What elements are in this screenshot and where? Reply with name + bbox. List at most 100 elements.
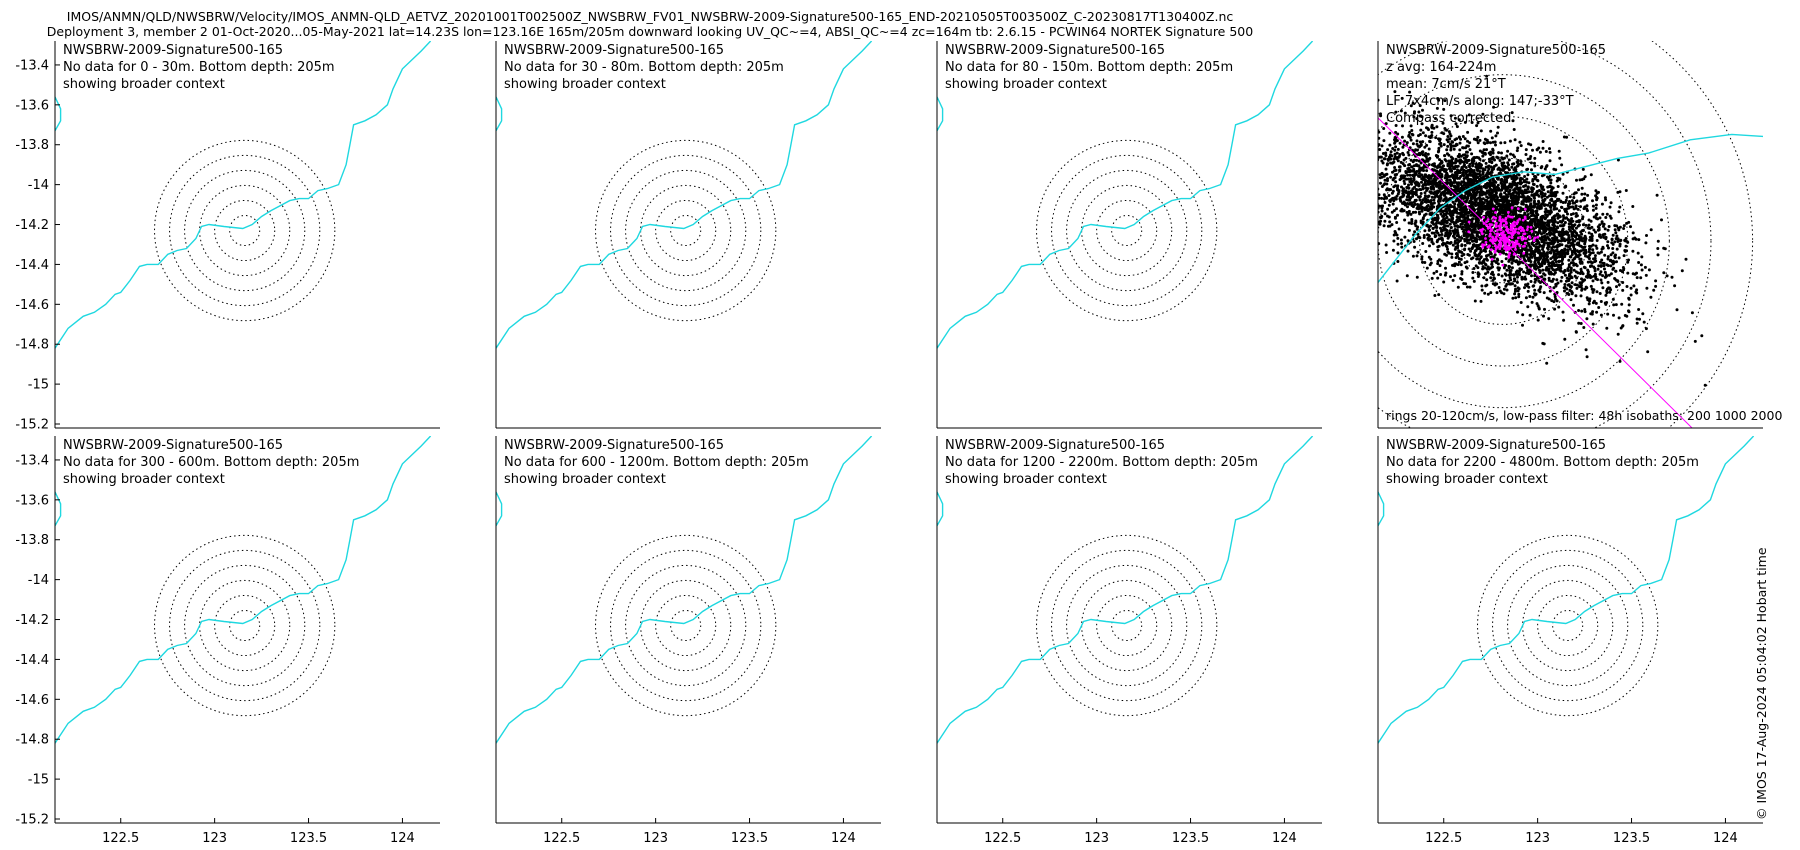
range-ring (1096, 594, 1158, 657)
coastline-line (55, 41, 432, 349)
panel-nodata-label: No data for 2200 - 4800m. Bottom depth: … (1386, 455, 1699, 470)
y-tick-label: -14.8 (15, 338, 49, 353)
y-tick-label: -14.8 (15, 733, 49, 748)
figure-subtitle: Deployment 3, member 2 01-Oct-2020...05-… (46, 24, 1254, 39)
y-tick-label: -14.4 (15, 258, 49, 273)
range-ring (169, 549, 321, 702)
y-tick-label: -13.4 (15, 58, 49, 73)
panel-site-label: NWSBRW-2009-Signature500-165 (504, 43, 724, 58)
y-tick-label: -13.8 (15, 138, 49, 153)
coastline-line (1378, 436, 1755, 744)
range-ring (655, 199, 717, 262)
x-tick-label: 124 (831, 831, 856, 846)
x-tick-label: 122.5 (1425, 831, 1462, 846)
panel-context-label: showing broader context (63, 472, 225, 487)
coastline-stub-line (937, 96, 944, 132)
panel-nodata-label: No data for 1200 - 2200m. Bottom depth: … (945, 455, 1258, 470)
range-ring (1081, 184, 1173, 277)
range-ring (214, 594, 276, 657)
range-ring (1552, 609, 1584, 642)
range-ring (625, 564, 747, 687)
plot-area (496, 41, 873, 349)
range-ring (184, 564, 306, 687)
y-tick-label: -15.2 (15, 813, 49, 828)
y-tick-label: -14 (28, 178, 49, 193)
panel-0-30: NWSBRW-2009-Signature500-165 No data for … (15, 41, 440, 433)
timestamp-footer: © IMOS 17-Aug-2024 05:04:02 Hobart time (1754, 547, 1769, 820)
x-tick-label: 123.5 (1613, 831, 1650, 846)
panel-1200-2200: NWSBRW-2009-Signature500-165 No data for … (936, 436, 1322, 846)
plot-area (55, 436, 432, 744)
range-ring (610, 154, 762, 307)
coastline-stub-line (496, 96, 503, 132)
x-tick-label: 124 (1272, 831, 1297, 846)
range-ring (640, 184, 732, 277)
range-ring (670, 609, 702, 642)
plot-area (1378, 41, 1763, 428)
x-tick-label: 122.5 (984, 831, 1021, 846)
y-tick-label: -14 (28, 573, 49, 588)
panel-nodata-label: No data for 0 - 30m. Bottom depth: 205m (63, 60, 335, 75)
x-tick-label: 124 (390, 831, 415, 846)
y-tick-label: -13.8 (15, 533, 49, 548)
plot-area (937, 41, 1314, 349)
y-tick-label: -14.6 (15, 298, 49, 313)
x-tick-label: 122.5 (543, 831, 580, 846)
speed-ring (1378, 41, 1712, 428)
panel-context-label: showing broader context (504, 472, 666, 487)
panel-site-label: NWSBRW-2009-Signature500-165 (504, 438, 724, 453)
y-tick-label: -13.6 (15, 98, 49, 113)
range-ring (1036, 534, 1218, 717)
figure-title: IMOS/ANMN/QLD/NWSBRW/Velocity/IMOS_ANMN-… (66, 9, 1234, 24)
range-ring (1051, 549, 1203, 702)
range-ring (1066, 564, 1188, 687)
x-tick-label: 123.5 (1172, 831, 1209, 846)
panel-site-label: NWSBRW-2009-Signature500-165 (63, 438, 283, 453)
panel-depth-label: z avg: 164-224m (1386, 60, 1496, 75)
panel-context-label: showing broader context (945, 77, 1107, 92)
range-ring (655, 594, 717, 657)
panel-compass-label: Compass corrected (1386, 111, 1511, 126)
y-tick-label: -14.6 (15, 693, 49, 708)
range-ring (610, 549, 762, 702)
coastline-line (496, 41, 873, 349)
panel-150-300: NWSBRW-2009-Signature500-165 z avg: 164-2… (1377, 41, 1782, 429)
panel-context-label: showing broader context (504, 77, 666, 92)
panel-30-80: NWSBRW-2009-Signature500-165 No data for … (495, 41, 881, 429)
y-tick-label: -14.2 (15, 218, 49, 233)
range-ring (229, 609, 261, 642)
panel-mean-label: mean: 7cm/s 21°T (1386, 77, 1506, 92)
panel-nodata-label: No data for 80 - 150m. Bottom depth: 205… (945, 60, 1233, 75)
plot-area (937, 436, 1314, 744)
range-ring (1066, 169, 1188, 292)
y-tick-label: -15 (28, 773, 49, 788)
coastline-line (55, 436, 432, 744)
range-ring (154, 139, 336, 322)
range-ring (595, 534, 777, 717)
panel-nodata-label: No data for 600 - 1200m. Bottom depth: 2… (504, 455, 809, 470)
panel-site-label: NWSBRW-2009-Signature500-165 (1386, 43, 1606, 58)
panel-2200-4800: NWSBRW-2009-Signature500-165 No data for … (1377, 436, 1763, 846)
y-tick-label: -13.6 (15, 493, 49, 508)
x-tick-label: 124 (1713, 831, 1738, 846)
panel-site-label: NWSBRW-2009-Signature500-165 (945, 438, 1165, 453)
x-tick-label: 123 (643, 831, 668, 846)
range-ring (1477, 534, 1659, 717)
lowpass-velocity-points (1467, 206, 1540, 267)
range-ring (1537, 594, 1599, 657)
panel-context-label: showing broader context (945, 472, 1107, 487)
coastline-stub-line (55, 491, 62, 527)
range-ring (1081, 579, 1173, 672)
range-ring (154, 534, 336, 717)
range-ring (199, 579, 291, 672)
range-ring (229, 214, 261, 247)
speed-ring (1378, 74, 1670, 409)
panel-site-label: NWSBRW-2009-Signature500-165 (63, 43, 283, 58)
y-tick-label: -13.4 (15, 453, 49, 468)
coastline-line (937, 41, 1314, 349)
panel-lf-label: LF 7x4cm/s along: 147;-33°T (1386, 94, 1574, 109)
range-ring (199, 184, 291, 277)
range-ring (595, 139, 777, 322)
range-ring (625, 169, 747, 292)
range-ring (1111, 214, 1143, 247)
